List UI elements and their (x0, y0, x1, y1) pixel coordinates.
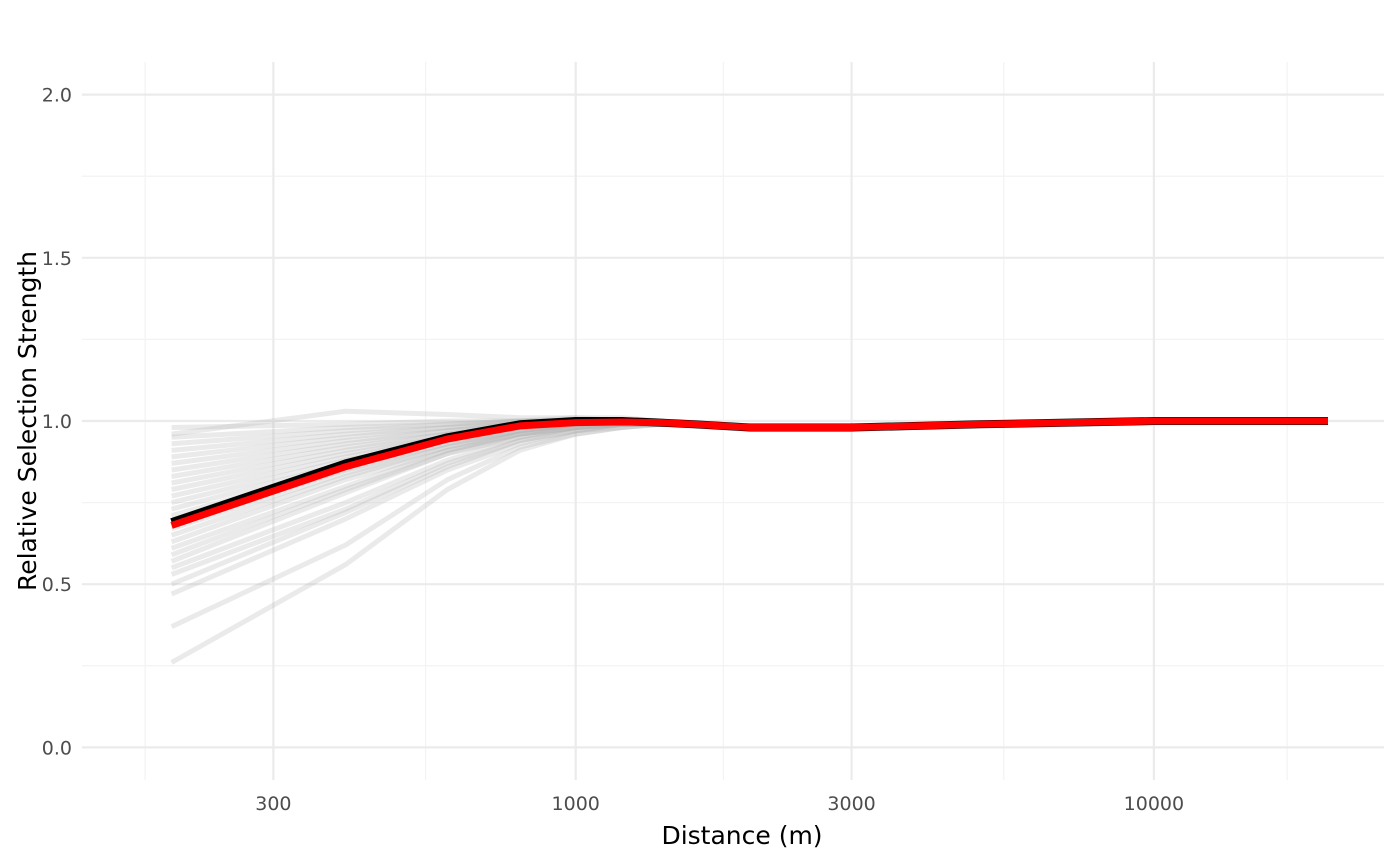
x-tick-label: 1000 (552, 793, 600, 815)
x-axis-title: Distance (m) (661, 821, 822, 850)
x-axis-tick-labels: 300 1000 3000 10000 (255, 793, 1184, 815)
y-axis-tick-labels: 0.0 0.5 1.0 1.5 2.0 (42, 85, 72, 760)
y-tick-label: 1.0 (42, 411, 72, 433)
y-tick-label: 1.5 (42, 248, 72, 270)
x-tick-label: 10000 (1124, 793, 1184, 815)
y-axis-title: Relative Selection Strength (13, 251, 42, 591)
mean-series-line (170, 417, 1328, 529)
main-series-group (170, 417, 1328, 529)
y-tick-label: 0.0 (42, 737, 72, 759)
x-tick-label: 3000 (827, 793, 875, 815)
y-tick-label: 0.5 (42, 574, 72, 596)
y-tick-label: 2.0 (42, 85, 72, 107)
x-tick-label: 300 (255, 793, 291, 815)
